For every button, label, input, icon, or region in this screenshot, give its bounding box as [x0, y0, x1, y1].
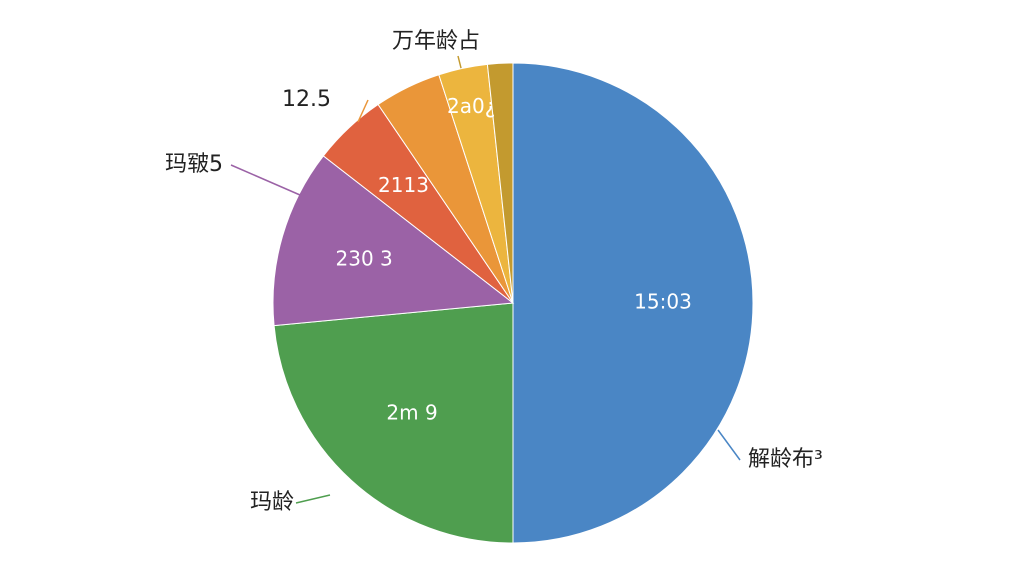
slice-annotation: 2a0¿ [447, 94, 495, 118]
slice-annotation: 15:03 [634, 290, 692, 314]
category-label: 12.5 [282, 87, 331, 112]
leader-line [295, 494, 331, 504]
chart-title: 万年龄占 [392, 29, 480, 54]
category-label: 玛皲5 [165, 152, 223, 177]
pie-slice [486, 62, 514, 304]
leader-line [357, 99, 369, 123]
category-label: 解龄布³ [748, 447, 823, 472]
pie-slice [272, 155, 515, 327]
pie-slice [512, 62, 754, 544]
pie-slice [273, 302, 514, 544]
leader-line [717, 429, 741, 461]
leader-line [230, 164, 301, 196]
slice-annotation: 230 3 [336, 246, 393, 270]
slice-annotation: 2113 [378, 173, 429, 197]
category-label: 玛龄 [250, 490, 294, 515]
slice-annotation: 2m 9 [386, 400, 437, 424]
